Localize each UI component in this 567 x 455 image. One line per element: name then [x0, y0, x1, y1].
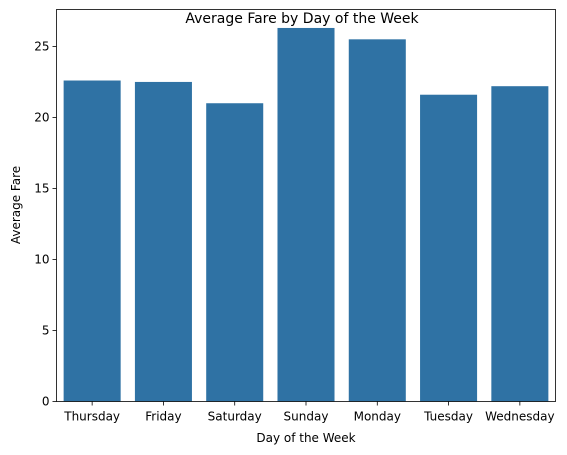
y-axis: 0 5 10 15 20 25 [34, 39, 57, 409]
x-tick-label-wednesday: Wednesday [485, 410, 554, 424]
bar-thursday [63, 80, 121, 402]
x-tick-label-tuesday: Tuesday [423, 410, 473, 424]
y-tick-label: 20 [34, 110, 49, 124]
x-axis-label: Day of the Week [256, 431, 355, 445]
bar-monday [348, 39, 406, 402]
y-tick-label: 10 [34, 252, 49, 266]
bar-wednesday [491, 86, 549, 402]
x-tick-label-friday: Friday [145, 410, 181, 424]
x-tick-label-sunday: Sunday [284, 410, 329, 424]
plot-area [56, 9, 556, 402]
y-tick-label: 0 [42, 395, 50, 409]
y-tick-label: 15 [34, 181, 49, 195]
x-axis: Thursday Friday Saturday Sunday Monday Tuesda… [63, 401, 555, 424]
bars [63, 27, 549, 402]
y-axis-label: Average Fare [9, 166, 23, 244]
bar-friday [134, 81, 192, 402]
y-tick-label: 5 [42, 323, 50, 337]
bar-saturday [206, 103, 264, 402]
bar-tuesday [420, 94, 478, 402]
x-tick-label-thursday: Thursday [63, 410, 120, 424]
y-tick-label: 25 [34, 39, 49, 53]
x-tick-label-saturday: Saturday [208, 410, 262, 424]
x-tick-label-monday: Monday [354, 410, 401, 424]
chart-title: Average Fare by Day of the Week [185, 11, 419, 27]
bar-sunday [277, 27, 335, 402]
